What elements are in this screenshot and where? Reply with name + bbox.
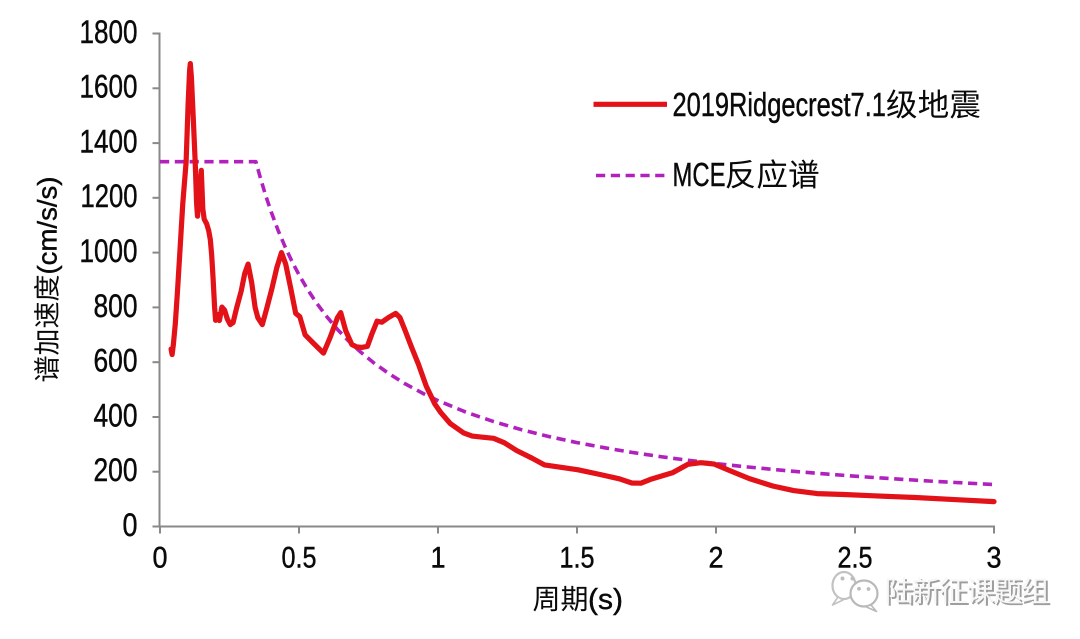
svg-text:1400: 1400: [80, 124, 138, 160]
svg-text:(s): (s): [588, 584, 623, 616]
svg-text:200: 200: [94, 452, 138, 488]
svg-text:0: 0: [153, 542, 168, 575]
svg-text:1200: 1200: [81, 178, 138, 214]
svg-text:2019Ridgecrest7.1: 2019Ridgecrest7.1: [673, 86, 886, 123]
svg-text:MCE: MCE: [673, 156, 726, 193]
svg-text:600: 600: [94, 343, 138, 379]
svg-text:2.5: 2.5: [838, 542, 873, 575]
svg-text:0.5: 0.5: [282, 542, 317, 575]
svg-text:1600: 1600: [80, 69, 138, 105]
svg-text:0: 0: [123, 507, 138, 543]
svg-text:1.5: 1.5: [560, 542, 595, 575]
svg-text:400: 400: [94, 397, 138, 433]
svg-text:800: 800: [94, 288, 138, 324]
svg-text:1000: 1000: [80, 233, 138, 269]
svg-text:1: 1: [431, 542, 446, 575]
svg-text:3: 3: [987, 542, 1002, 575]
svg-text:1800: 1800: [80, 14, 138, 50]
svg-text:2: 2: [709, 542, 724, 575]
svg-text:(cm/s/s): (cm/s/s): [33, 177, 63, 275]
